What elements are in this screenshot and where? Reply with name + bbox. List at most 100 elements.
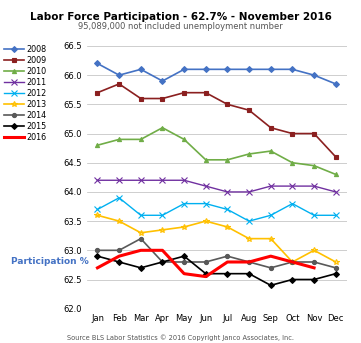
- 2010: [334, 173, 338, 177]
- Line: 2009: 2009: [95, 82, 338, 159]
- 2011: [117, 178, 121, 182]
- 2016: [247, 260, 251, 264]
- 2014: [160, 260, 165, 264]
- 2011: [290, 184, 295, 188]
- 2016: [225, 260, 230, 264]
- 2011: [312, 184, 316, 188]
- Line: 2010: 2010: [95, 126, 338, 177]
- 2013: [312, 248, 316, 252]
- 2008: [225, 67, 230, 71]
- 2009: [225, 102, 230, 106]
- 2012: [290, 202, 295, 206]
- 2008: [117, 73, 121, 77]
- 2013: [334, 260, 338, 264]
- 2016: [139, 248, 143, 252]
- 2016: [269, 254, 273, 258]
- 2011: [160, 178, 165, 182]
- 2013: [204, 219, 208, 223]
- 2014: [139, 237, 143, 241]
- Text: Participation %: Participation %: [11, 257, 88, 266]
- 2010: [182, 137, 186, 141]
- 2010: [160, 126, 165, 130]
- 2015: [160, 260, 165, 264]
- 2011: [139, 178, 143, 182]
- 2014: [225, 254, 230, 258]
- 2011: [182, 178, 186, 182]
- 2016: [290, 260, 295, 264]
- 2014: [334, 266, 338, 270]
- 2008: [247, 67, 251, 71]
- 2016: [117, 254, 121, 258]
- 2015: [95, 254, 100, 258]
- 2010: [269, 149, 273, 153]
- Legend: 2008, 2009, 2010, 2011, 2012, 2013, 2014, 2015, 2016: 2008, 2009, 2010, 2011, 2012, 2013, 2014…: [4, 45, 47, 142]
- 2009: [247, 108, 251, 112]
- 2012: [117, 196, 121, 200]
- 2010: [204, 158, 208, 162]
- 2008: [139, 67, 143, 71]
- 2014: [312, 260, 316, 264]
- 2014: [204, 260, 208, 264]
- 2013: [225, 225, 230, 229]
- 2015: [247, 272, 251, 276]
- 2015: [182, 254, 186, 258]
- Text: Source BLS Labor Statistics © 2016 Copyright Janco Associates, Inc.: Source BLS Labor Statistics © 2016 Copyr…: [67, 335, 294, 341]
- 2010: [139, 137, 143, 141]
- 2012: [204, 202, 208, 206]
- 2016: [312, 266, 316, 270]
- 2012: [225, 208, 230, 212]
- 2011: [225, 190, 230, 194]
- 2011: [95, 178, 100, 182]
- 2015: [269, 283, 273, 287]
- 2011: [247, 190, 251, 194]
- 2014: [247, 260, 251, 264]
- 2008: [160, 79, 165, 83]
- 2016: [160, 248, 165, 252]
- 2009: [290, 131, 295, 135]
- Line: 2013: 2013: [95, 213, 339, 265]
- 2011: [269, 184, 273, 188]
- 2013: [269, 237, 273, 241]
- 2016: [182, 272, 186, 276]
- 2015: [225, 272, 230, 276]
- Line: 2016: 2016: [97, 250, 314, 276]
- 2012: [247, 219, 251, 223]
- 2013: [160, 228, 165, 232]
- Line: 2011: 2011: [95, 177, 339, 195]
- 2011: [334, 190, 338, 194]
- 2010: [225, 158, 230, 162]
- 2014: [290, 260, 295, 264]
- 2014: [95, 248, 100, 252]
- 2013: [95, 213, 100, 217]
- 2012: [160, 213, 165, 217]
- 2014: [269, 266, 273, 270]
- 2015: [117, 260, 121, 264]
- 2014: [117, 248, 121, 252]
- 2012: [139, 213, 143, 217]
- Text: 95,089,000 not included unemployment number: 95,089,000 not included unemployment num…: [78, 22, 283, 31]
- 2012: [312, 213, 316, 217]
- 2009: [160, 96, 165, 100]
- 2008: [95, 61, 100, 66]
- 2012: [334, 213, 338, 217]
- 2008: [290, 67, 295, 71]
- 2013: [247, 237, 251, 241]
- 2015: [290, 277, 295, 282]
- 2012: [95, 208, 100, 212]
- 2008: [334, 82, 338, 86]
- 2010: [312, 164, 316, 168]
- 2010: [117, 137, 121, 141]
- 2010: [95, 143, 100, 147]
- 2009: [95, 91, 100, 95]
- 2009: [117, 82, 121, 86]
- 2010: [290, 161, 295, 165]
- 2015: [312, 277, 316, 282]
- 2009: [204, 91, 208, 95]
- 2009: [312, 131, 316, 135]
- 2012: [269, 213, 273, 217]
- 2008: [204, 67, 208, 71]
- Line: 2008: 2008: [95, 61, 338, 86]
- 2009: [139, 96, 143, 100]
- 2015: [334, 272, 338, 276]
- 2016: [95, 266, 100, 270]
